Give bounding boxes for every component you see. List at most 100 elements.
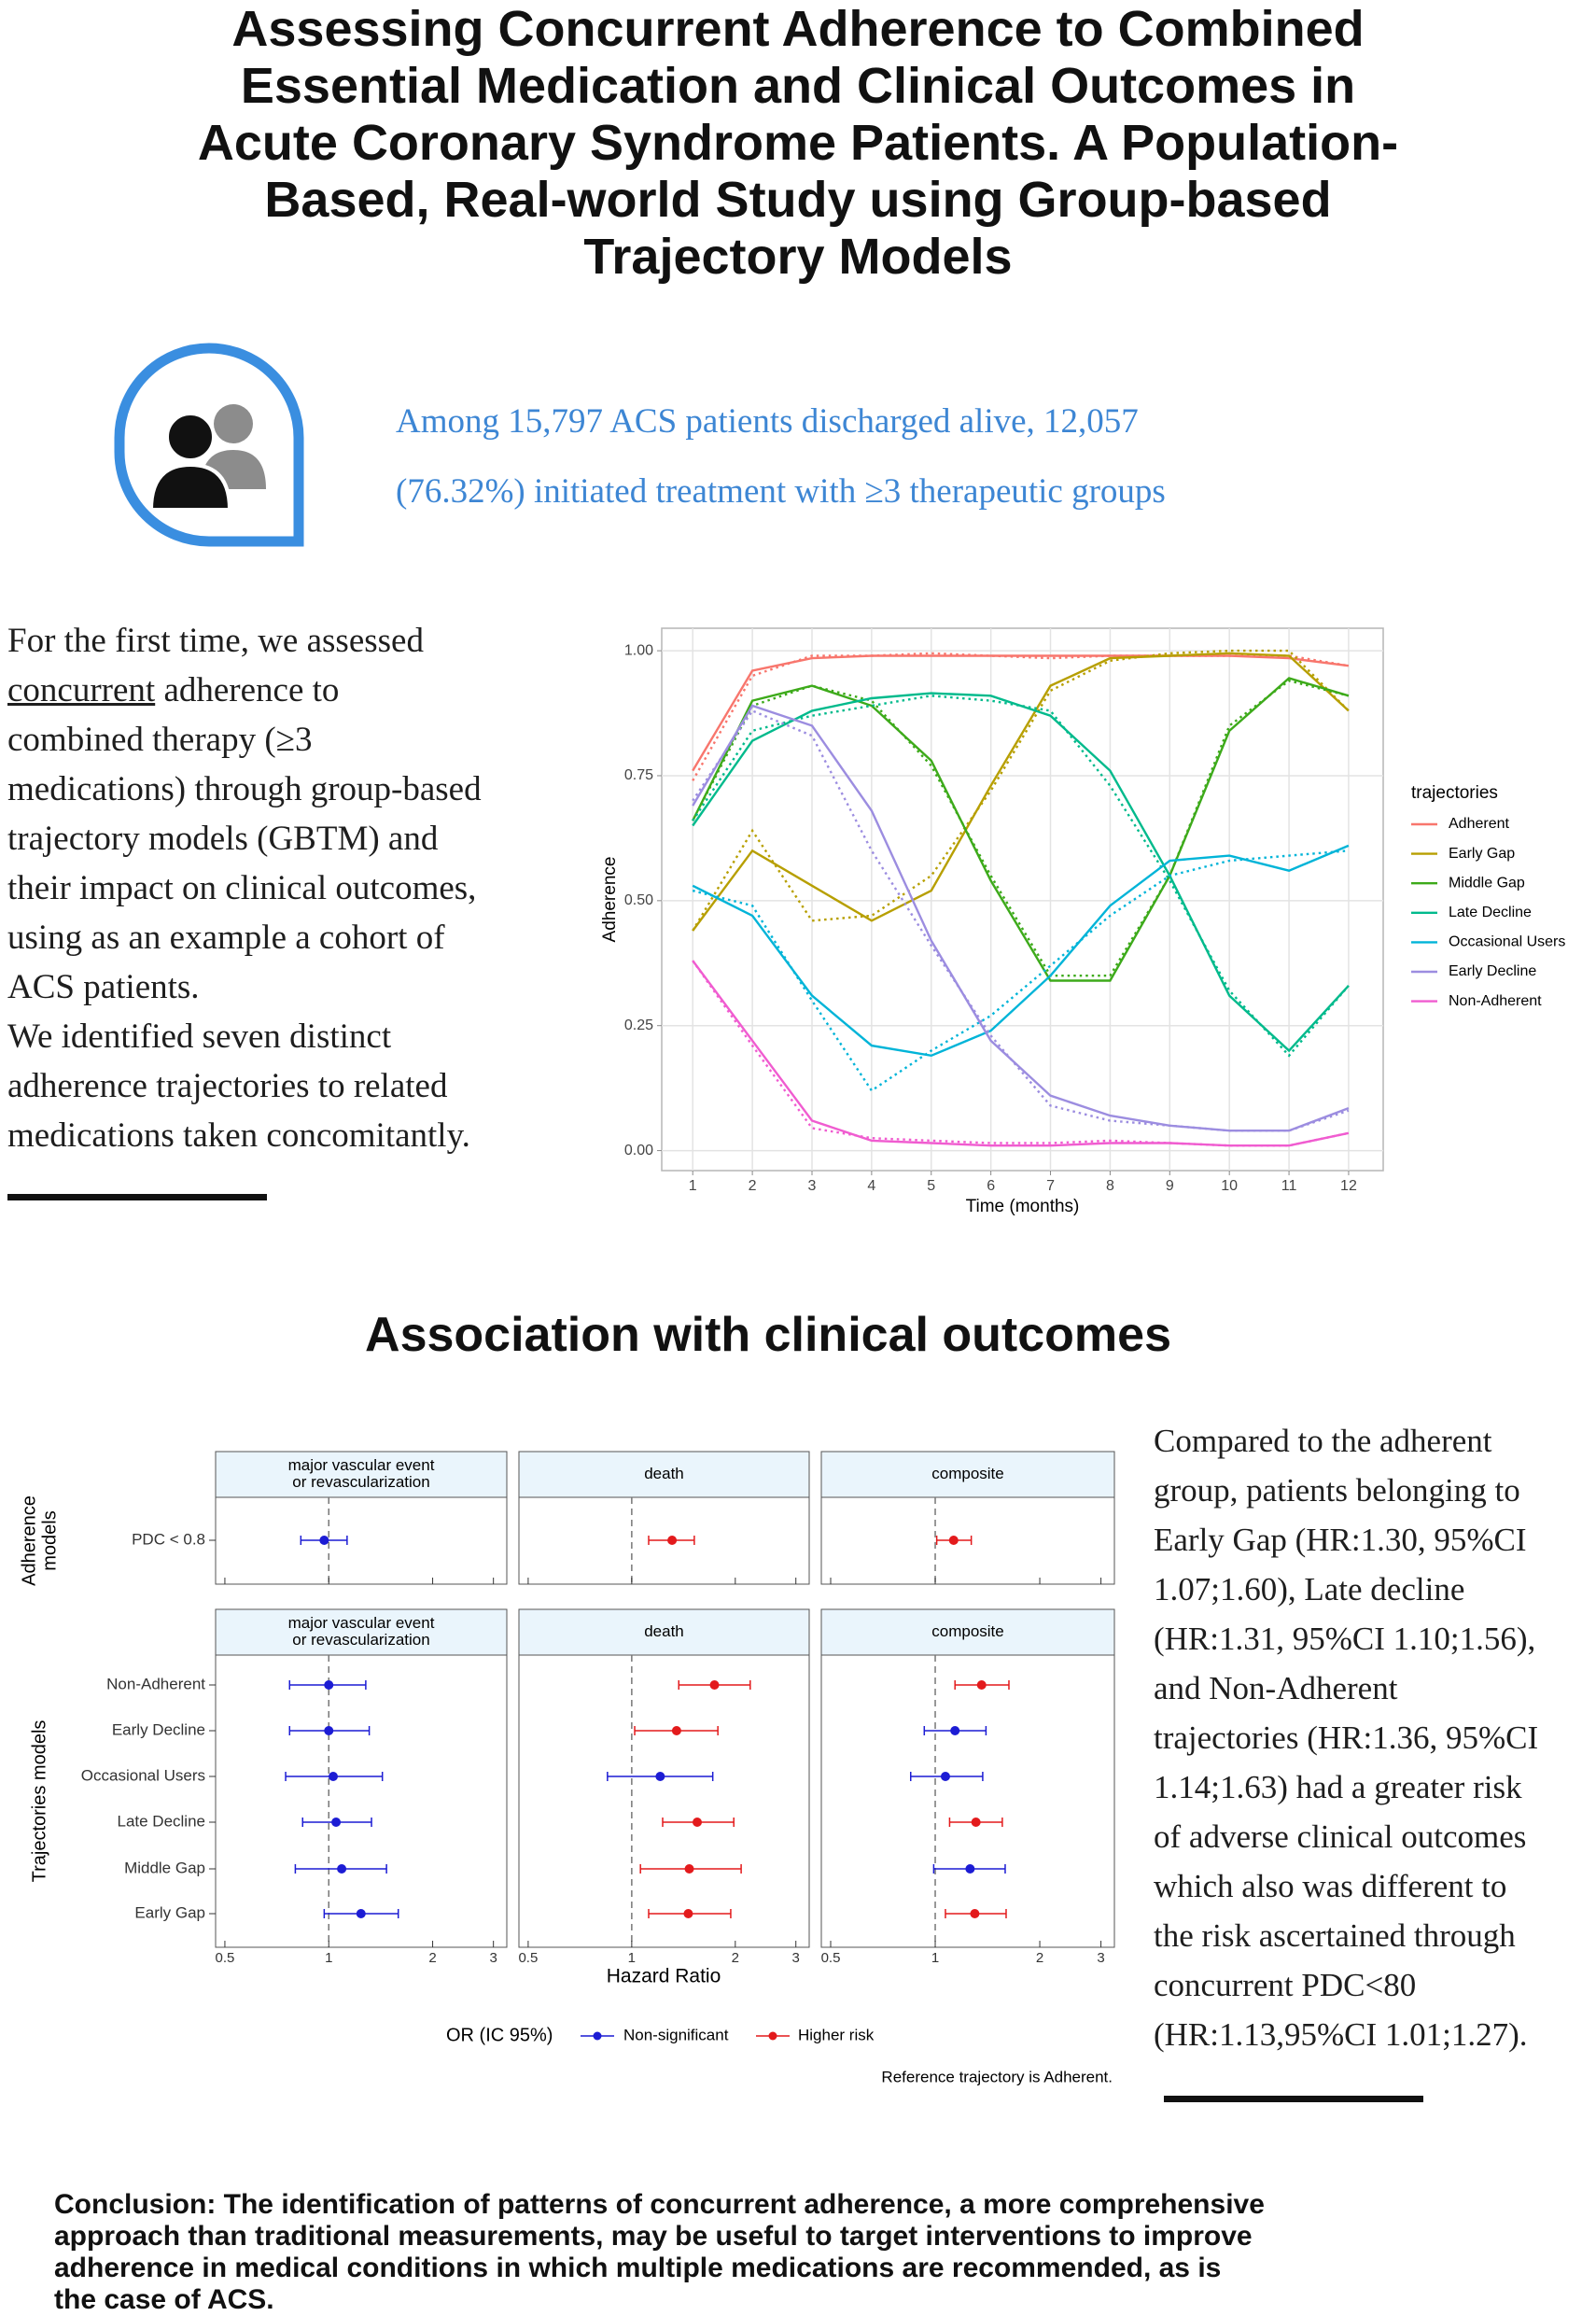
- row-label: Non-Adherent: [106, 1675, 205, 1692]
- trajectory-line: [692, 844, 1350, 1058]
- panel-label: death: [644, 1465, 684, 1482]
- panel-strip: [820, 1451, 1115, 1498]
- hazard-ratio-point: [356, 1909, 366, 1918]
- panel: [215, 1496, 508, 1585]
- intro-line: adherence trajectories to related: [7, 1067, 448, 1105]
- hazard-ratio-point: [324, 1680, 334, 1690]
- x-tick-label: 1: [931, 1950, 939, 1966]
- underlined-word: concurrent: [7, 671, 156, 709]
- icon-head-front: [165, 412, 216, 462]
- hazard-ratio-point: [667, 1536, 678, 1545]
- legend-label: Non-Adherent: [1449, 993, 1542, 1009]
- trajectory-dotted-line: [692, 849, 1349, 1092]
- hazard-ratio-point: [971, 1818, 981, 1827]
- title-line: Based, Real-world Study using Group-base…: [264, 172, 1332, 228]
- trajectory-line: [692, 652, 1350, 932]
- y-tick-label: 0.50: [624, 892, 653, 908]
- trajectory-dotted-line: [692, 695, 1350, 1058]
- group-label: Trajectories models: [29, 1720, 49, 1883]
- hazard-ratio-point: [324, 1726, 334, 1735]
- panel: [215, 1654, 508, 1948]
- intro-line: ACS patients.: [7, 968, 200, 1006]
- panel: [518, 1654, 810, 1948]
- legend-label: Higher risk: [798, 2026, 875, 2043]
- legend-label: Late Decline: [1449, 905, 1532, 920]
- divider: [7, 1194, 267, 1200]
- title-block: Assessing Concurrent Adherence to Combin…: [0, 1, 1596, 286]
- trajectory-dotted-line: [692, 960, 1350, 1147]
- x-tick-label: 7: [1046, 1178, 1055, 1194]
- hazard-ratio-point: [683, 1909, 693, 1918]
- legend-key-point: [593, 2031, 602, 2041]
- trajectory-line: [692, 704, 1350, 1132]
- x-tick-label: 0.5: [821, 1950, 841, 1966]
- hazard-ratio-point: [655, 1772, 665, 1781]
- results-line: 1.07;1.60), Late decline: [1154, 1571, 1465, 1607]
- legend-label: Non-significant: [623, 2026, 729, 2043]
- section-title: Association with clinical outcomes: [365, 1308, 1171, 1362]
- summary-line: (76.32%) initiated treatment with ≥3 the…: [396, 472, 1166, 511]
- legend-title: OR (IC 95%): [446, 2025, 553, 2045]
- row-label: Early Gap: [134, 1903, 205, 1921]
- results-line: Early Gap (HR:1.30, 95%CI: [1154, 1522, 1527, 1558]
- intro-text: adherence to: [155, 671, 340, 709]
- conclusion: Conclusion: The identification of patter…: [54, 2189, 1265, 2316]
- legend-label: Early Gap: [1449, 846, 1515, 862]
- panel-strip: [820, 1608, 1115, 1656]
- panel-strip: [518, 1608, 810, 1656]
- results-line: and Non-Adherent: [1154, 1670, 1398, 1706]
- x-tick-label: 11: [1281, 1178, 1297, 1194]
- hazard-ratio-point: [970, 1909, 980, 1918]
- title-line: Essential Medication and Clinical Outcom…: [240, 58, 1356, 114]
- x-tick-label: 2: [1036, 1950, 1043, 1966]
- hazard-ratio-point: [709, 1680, 720, 1690]
- group-label: Adherence: [19, 1495, 39, 1586]
- legend-title: trajectories: [1411, 783, 1498, 803]
- x-tick-label: 3: [792, 1950, 800, 1966]
- y-tick-label: 0.25: [624, 1018, 653, 1033]
- panel-label: or revascularization: [292, 1473, 429, 1491]
- panel-label: death: [644, 1622, 684, 1640]
- y-axis-label: Adherence: [600, 857, 620, 943]
- panel-label: composite: [931, 1465, 1003, 1482]
- x-tick-label: 3: [1097, 1950, 1104, 1966]
- results-line: 1.14;1.63) had a greater risk: [1154, 1769, 1522, 1805]
- x-tick-label: 9: [1166, 1178, 1174, 1194]
- results-line: of adverse clinical outcomes: [1154, 1818, 1527, 1855]
- x-tick-label: 8: [1106, 1178, 1114, 1194]
- intro-line: combined therapy (≥3: [7, 721, 313, 759]
- y-tick-label: 0.75: [624, 767, 653, 783]
- x-tick-label: 10: [1221, 1178, 1238, 1194]
- intro-line: trajectory models (GBTM) and: [7, 820, 439, 858]
- group-label: models: [39, 1510, 60, 1570]
- x-tick-label: 1: [325, 1950, 332, 1966]
- trajectory-line: [692, 654, 1350, 772]
- results-line: (HR:1.31, 95%CI 1.10;1.56),: [1154, 1621, 1536, 1657]
- hazard-ratio-point: [671, 1726, 681, 1735]
- intro-line: their impact on clinical outcomes,: [7, 869, 477, 907]
- x-tick-label: 3: [489, 1950, 497, 1966]
- panel: [820, 1654, 1115, 1948]
- x-tick-label: 6: [987, 1178, 995, 1194]
- x-tick-label: 4: [867, 1178, 875, 1194]
- hazard-ratio-point: [976, 1680, 987, 1690]
- x-tick-label: 0.5: [216, 1950, 235, 1966]
- trajectory-line: [692, 692, 1350, 1053]
- hazard-ratio-point: [950, 1726, 960, 1735]
- divider: [1164, 2096, 1423, 2102]
- title-line: Trajectory Models: [583, 229, 1013, 285]
- panel-label: or revascularization: [292, 1631, 429, 1649]
- row-label: Late Decline: [117, 1812, 205, 1830]
- panel-strip: [215, 1451, 508, 1498]
- summary-line: Among 15,797 ACS patients discharged ali…: [396, 402, 1139, 441]
- x-tick-label: 0.5: [518, 1950, 538, 1966]
- x-tick-label: 5: [927, 1178, 935, 1194]
- hazard-ratio-point: [940, 1772, 950, 1781]
- hazard-ratio-point: [328, 1772, 338, 1781]
- patients-icon: [114, 343, 304, 547]
- x-tick-label: 2: [749, 1178, 757, 1194]
- conclusion-line: adherence in medical conditions in which…: [54, 2253, 1222, 2283]
- conclusion-line: Conclusion: The identification of patter…: [54, 2189, 1265, 2220]
- conclusion-line: the case of ACS.: [54, 2284, 274, 2315]
- panel-label: major vascular event: [288, 1456, 435, 1474]
